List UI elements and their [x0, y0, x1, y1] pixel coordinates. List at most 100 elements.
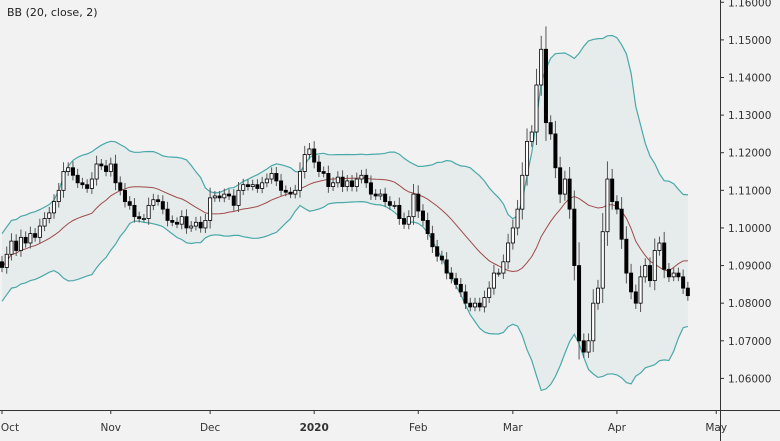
candle-up: [203, 220, 208, 229]
candle-down: [113, 163, 118, 184]
candle-down: [629, 272, 634, 293]
price-tick-label: 1.08000: [728, 298, 771, 310]
candle-up: [331, 182, 336, 187]
candle-down: [170, 220, 175, 223]
candle-down: [454, 278, 459, 285]
candle-down: [420, 210, 425, 221]
candle-up: [491, 272, 496, 289]
candle-up: [472, 302, 477, 308]
candle-down: [373, 193, 378, 197]
candle-down: [156, 199, 161, 203]
candle-down: [217, 195, 222, 199]
candle-up: [146, 204, 151, 219]
candle-up: [600, 231, 605, 289]
candle-down: [122, 189, 127, 203]
candle-down: [80, 182, 85, 186]
candle-down: [231, 195, 236, 206]
candle-up: [591, 302, 596, 342]
candle-down: [662, 242, 667, 270]
candle-down: [33, 233, 38, 238]
candle-up: [4, 253, 9, 268]
candle-down: [274, 173, 279, 182]
candle-up: [510, 227, 515, 244]
candle-down: [198, 221, 203, 229]
candle-up: [89, 178, 94, 189]
candle-down: [75, 174, 80, 184]
price-tick-label: 1.12000: [728, 148, 771, 160]
candle-up: [359, 174, 364, 180]
candle-down: [444, 259, 449, 274]
candle-up: [406, 216, 411, 225]
candle-up: [236, 189, 241, 206]
candle-up: [297, 171, 302, 191]
time-tick-label: May: [705, 422, 727, 434]
candle-up: [28, 233, 33, 244]
candle-up: [354, 178, 359, 187]
candle-up: [586, 340, 591, 353]
candle-up: [189, 225, 194, 229]
candle-down: [624, 238, 629, 274]
candle-down: [245, 184, 250, 187]
candle-down: [468, 302, 473, 308]
candle-down: [255, 184, 260, 189]
candle-up: [293, 189, 298, 195]
candle-down: [14, 240, 19, 251]
price-tick-label: 1.15000: [728, 35, 771, 47]
candle-up: [525, 141, 530, 176]
time-tick-label: Feb: [409, 422, 428, 434]
candle-up: [42, 218, 47, 227]
candle-down: [685, 287, 690, 297]
candle-up: [179, 216, 184, 225]
candle-up: [643, 265, 648, 278]
candle-down: [23, 236, 28, 244]
candle-up: [61, 171, 66, 191]
candle-up: [37, 225, 42, 238]
bollinger-upper-band: [1, 34, 688, 234]
candle-down: [614, 201, 619, 210]
candle-up: [515, 208, 520, 229]
candle-down: [558, 167, 563, 195]
candle-down: [175, 221, 180, 225]
candle-up: [264, 178, 269, 184]
candle-down: [364, 174, 369, 184]
price-tick-label: 1.11000: [728, 185, 771, 197]
candle-down: [85, 184, 90, 189]
candle-down: [463, 291, 468, 304]
candle-up: [534, 84, 539, 133]
bollinger-lower-band: [1, 200, 689, 392]
candle-up: [307, 148, 312, 155]
candle-down: [439, 255, 444, 261]
candle-down: [477, 302, 482, 308]
candle-up: [605, 178, 610, 233]
candle-down: [104, 165, 109, 172]
candle-down: [567, 178, 572, 210]
indicator-legend[interactable]: BB (20, close, 2): [7, 6, 98, 19]
time-tick-label: 2020: [300, 422, 329, 434]
candle-down: [543, 48, 548, 124]
candle-down: [648, 265, 653, 282]
candle-up: [94, 163, 99, 180]
candle-down: [184, 216, 189, 229]
candle-down: [227, 193, 232, 197]
candle-up: [595, 287, 600, 304]
candle-down: [430, 233, 435, 248]
candle-up: [302, 154, 307, 172]
candle-down: [132, 204, 137, 218]
candle-up: [212, 195, 217, 199]
candle-up: [378, 193, 383, 197]
candle-down: [435, 246, 440, 257]
candle-up: [269, 173, 274, 180]
candle-down: [449, 272, 454, 280]
time-tick-label: Dec: [200, 422, 221, 434]
candle-up: [193, 221, 198, 227]
candle-down: [283, 189, 288, 193]
candle-down: [633, 291, 638, 304]
candle-down: [572, 208, 577, 266]
candle-up: [56, 189, 61, 203]
candle-up: [260, 182, 265, 189]
price-tick-label: 1.13000: [728, 110, 771, 122]
price-tick-label: 1.07000: [728, 336, 771, 348]
candle-up: [141, 218, 146, 220]
